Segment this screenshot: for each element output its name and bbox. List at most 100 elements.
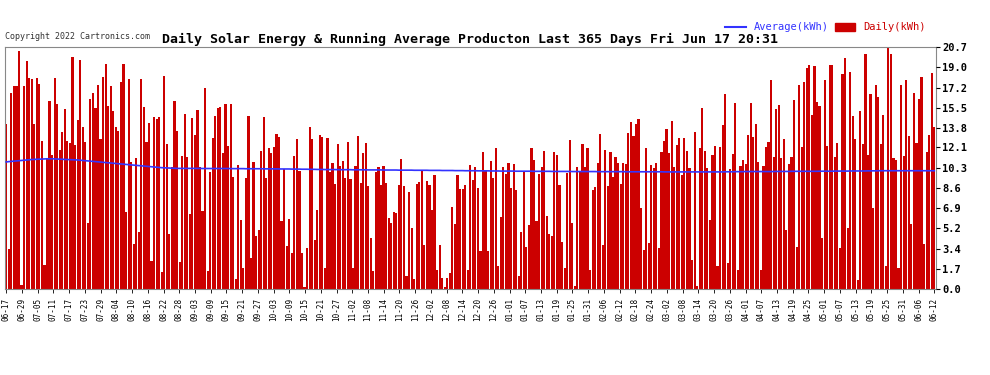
Bar	[843, 58, 846, 289]
Bar	[798, 85, 800, 289]
Bar	[63, 109, 66, 289]
Bar	[214, 116, 217, 289]
Bar	[99, 139, 102, 289]
Bar	[191, 118, 193, 289]
Bar	[867, 155, 869, 289]
Bar	[887, 48, 889, 289]
Bar	[819, 106, 821, 289]
Bar	[41, 141, 43, 289]
Bar	[36, 78, 38, 289]
Bar	[604, 150, 607, 289]
Bar	[163, 76, 165, 289]
Bar	[136, 158, 138, 289]
Text: Copyright 2022 Cartronics.com: Copyright 2022 Cartronics.com	[5, 32, 149, 41]
Bar	[772, 157, 775, 289]
Bar	[732, 154, 734, 289]
Bar	[186, 157, 188, 289]
Bar	[683, 138, 685, 289]
Bar	[453, 224, 456, 289]
Bar	[923, 244, 926, 289]
Bar	[220, 107, 222, 289]
Bar	[808, 66, 811, 289]
Bar	[189, 214, 191, 289]
Bar	[398, 184, 400, 289]
Bar	[143, 108, 145, 289]
Bar	[245, 178, 247, 289]
Bar	[92, 93, 94, 289]
Bar	[602, 245, 604, 289]
Bar	[248, 116, 249, 289]
Bar	[255, 236, 257, 289]
Bar	[780, 158, 782, 289]
Bar	[283, 169, 285, 289]
Bar	[638, 119, 640, 289]
Bar	[660, 152, 662, 289]
Bar	[346, 141, 348, 289]
Bar	[329, 172, 331, 289]
Bar	[66, 141, 68, 289]
Bar	[801, 147, 803, 289]
Bar	[235, 279, 237, 289]
Bar	[500, 217, 502, 289]
Bar	[545, 216, 547, 289]
Bar	[497, 266, 499, 289]
Bar	[610, 152, 612, 289]
Bar	[880, 144, 882, 289]
Bar	[53, 78, 55, 289]
Bar	[133, 244, 135, 289]
Bar	[267, 147, 270, 289]
Bar	[650, 165, 652, 289]
Bar	[652, 168, 655, 289]
Bar	[74, 145, 76, 289]
Bar	[622, 164, 625, 289]
Bar	[724, 94, 727, 289]
Bar	[429, 185, 431, 289]
Bar	[796, 247, 798, 289]
Bar	[125, 211, 127, 289]
Bar	[490, 161, 492, 289]
Bar	[173, 101, 175, 289]
Bar	[416, 184, 418, 289]
Bar	[898, 268, 900, 289]
Bar	[872, 207, 874, 289]
Bar	[431, 210, 433, 289]
Bar	[640, 208, 643, 289]
Bar	[138, 232, 140, 289]
Bar	[311, 139, 313, 289]
Bar	[8, 249, 10, 289]
Bar	[322, 136, 324, 289]
Bar	[196, 110, 199, 289]
Bar	[39, 84, 41, 289]
Bar	[742, 160, 744, 289]
Bar	[484, 170, 487, 289]
Bar	[757, 162, 759, 289]
Bar	[309, 127, 311, 289]
Bar	[403, 186, 405, 289]
Bar	[586, 148, 589, 289]
Bar	[375, 172, 377, 289]
Bar	[533, 160, 535, 289]
Bar	[735, 103, 737, 289]
Bar	[759, 270, 762, 289]
Bar	[474, 167, 476, 289]
Bar	[737, 270, 740, 289]
Bar	[645, 148, 647, 289]
Bar	[34, 123, 36, 289]
Bar	[400, 159, 403, 289]
Bar	[814, 66, 816, 289]
Title: Daily Solar Energy & Running Average Producton Last 365 Days Fri Jun 17 20:31: Daily Solar Energy & Running Average Pro…	[162, 33, 778, 46]
Bar	[393, 211, 395, 289]
Bar	[573, 286, 576, 289]
Bar	[76, 120, 78, 289]
Bar	[158, 117, 160, 289]
Bar	[526, 247, 528, 289]
Bar	[754, 124, 757, 289]
Bar	[793, 100, 795, 289]
Bar	[617, 164, 619, 289]
Bar	[589, 270, 591, 289]
Bar	[548, 234, 550, 289]
Bar	[544, 152, 545, 289]
Bar	[849, 72, 851, 289]
Bar	[21, 285, 23, 289]
Bar	[620, 184, 622, 289]
